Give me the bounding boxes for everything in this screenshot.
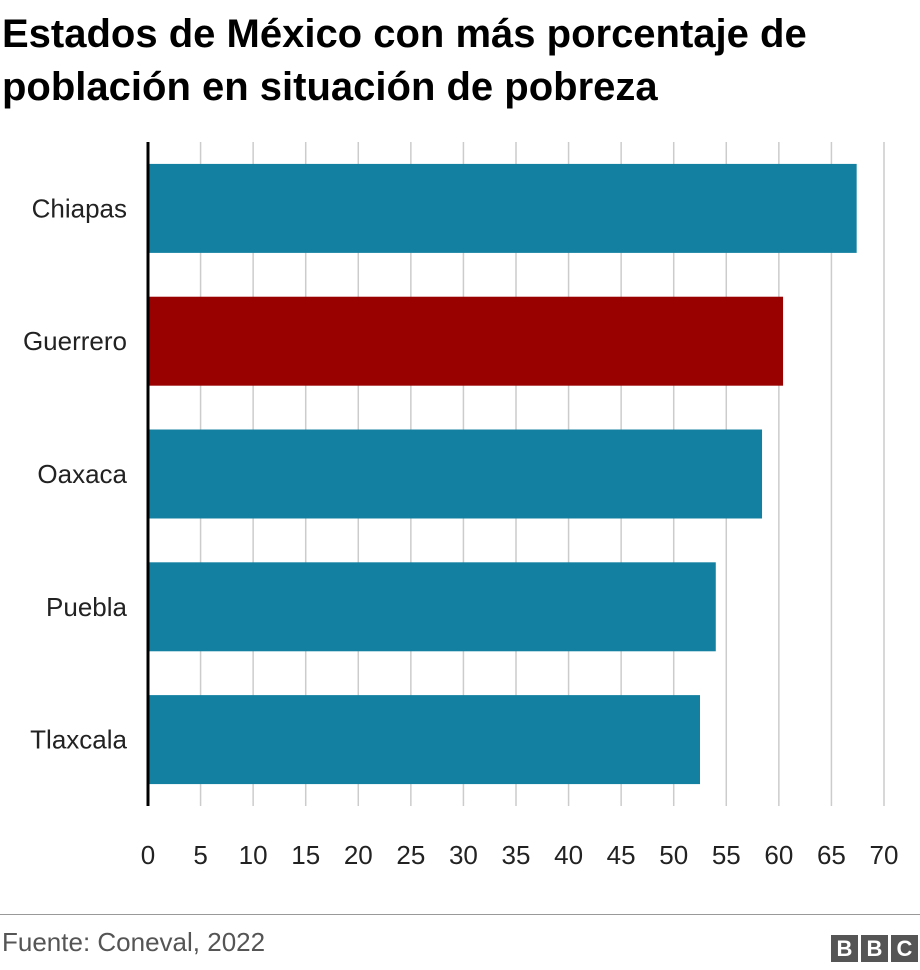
x-tick-label-15: 15 <box>291 840 320 870</box>
logo-letter-b2: B <box>861 935 888 962</box>
x-tick-label-55: 55 <box>712 840 741 870</box>
category-label-tlaxcala: Tlaxcala <box>30 725 127 755</box>
category-label-oaxaca: Oaxaca <box>37 459 127 489</box>
bar-chiapas <box>148 163 857 253</box>
x-tick-label-40: 40 <box>554 840 583 870</box>
x-tick-label-35: 35 <box>502 840 531 870</box>
x-tick-label-5: 5 <box>193 840 207 870</box>
bar-tlaxcala <box>148 695 700 785</box>
bar-guerrero <box>148 296 784 386</box>
source-note: Fuente: Coneval, 2022 <box>2 927 266 957</box>
x-tick-label-10: 10 <box>239 840 268 870</box>
category-label-puebla: Puebla <box>46 592 127 622</box>
x-tick-labels: 0 5 10 15 20 25 30 35 40 45 50 55 60 65 70 <box>141 840 899 870</box>
bar-oaxaca <box>148 429 763 519</box>
footer-divider <box>0 914 920 915</box>
chart-title: Estados de México con más porcentaje de … <box>2 12 807 109</box>
logo-letter-c: C <box>891 935 918 962</box>
x-tick-label-45: 45 <box>607 840 636 870</box>
x-tick-label-70: 70 <box>870 840 899 870</box>
bbc-logo: B B C <box>831 935 918 962</box>
bar-chart: Chiapas Guerrero Oaxaca Puebla Tlaxcala 0 5 10… <box>23 142 899 870</box>
x-tick-label-65: 65 <box>817 840 846 870</box>
logo-letter-b1: B <box>831 935 858 962</box>
category-label-chiapas: Chiapas <box>32 193 127 223</box>
category-label-guerrero: Guerrero <box>23 326 127 356</box>
x-tick-label-25: 25 <box>396 840 425 870</box>
x-tick-label-60: 60 <box>764 840 793 870</box>
x-tick-label-20: 20 <box>344 840 373 870</box>
category-labels: Chiapas Guerrero Oaxaca Puebla Tlaxcala <box>23 193 128 754</box>
x-tick-label-30: 30 <box>449 840 478 870</box>
x-tick-label-50: 50 <box>659 840 688 870</box>
x-tick-label-0: 0 <box>141 840 155 870</box>
bar-puebla <box>148 562 716 652</box>
bars <box>148 163 857 785</box>
